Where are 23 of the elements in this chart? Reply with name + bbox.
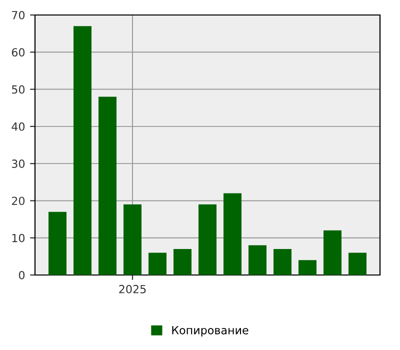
- y-tick-label: 10: [12, 234, 25, 242]
- bar: [174, 249, 192, 275]
- y-tick-label: 0: [18, 270, 25, 280]
- bar: [74, 26, 92, 275]
- legend-label: Копирование: [172, 326, 248, 336]
- bar: [274, 249, 292, 275]
- y-tick-label: 70: [12, 10, 25, 20]
- bar: [48, 212, 66, 275]
- y-tick-label: 30: [12, 160, 25, 168]
- y-tick-label: 50: [12, 85, 25, 94]
- bar: [298, 260, 316, 275]
- bar: [324, 230, 342, 275]
- y-tick-label: 40: [12, 122, 25, 131]
- bar: [248, 245, 266, 275]
- y-tick-label: 60: [12, 48, 25, 57]
- bar: [148, 252, 166, 275]
- bar: [98, 96, 116, 275]
- y-tick-label: 20: [12, 196, 25, 206]
- bar: [198, 204, 216, 275]
- x-tick-label: 2025: [119, 284, 146, 294]
- bar: [124, 204, 142, 275]
- bar: [224, 193, 242, 275]
- bar: [348, 252, 366, 275]
